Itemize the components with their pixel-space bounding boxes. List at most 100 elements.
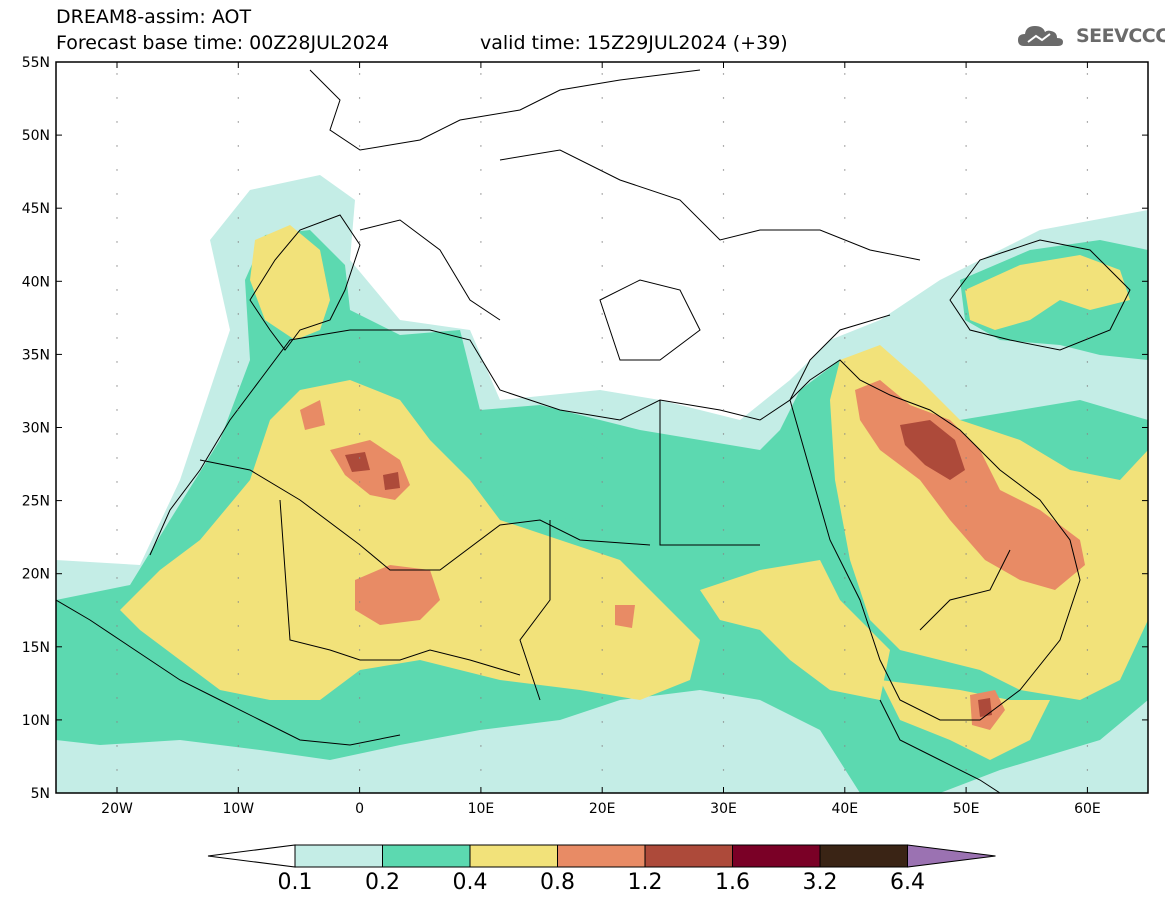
grid-dot <box>480 577 482 579</box>
grid-dot <box>601 385 603 387</box>
grid-dot <box>844 241 846 243</box>
colorbar-swatch <box>382 844 471 868</box>
grid-dot <box>1086 73 1089 75</box>
grid-dot <box>601 145 603 147</box>
grid-dot <box>965 193 967 195</box>
grid-dot <box>722 721 725 723</box>
grid-dot <box>965 601 967 603</box>
grid-dot <box>844 601 846 603</box>
grid-dot <box>601 433 603 435</box>
colorbar-label: 0.8 <box>540 870 575 895</box>
grid-dot <box>480 313 482 315</box>
grid-dot <box>358 145 361 147</box>
grid-dot <box>601 265 603 267</box>
lat-label: 20N <box>22 567 50 583</box>
lat-label: 5N <box>31 786 50 802</box>
grid-dot <box>722 577 725 579</box>
grid-dot <box>237 145 239 147</box>
grid-dot <box>965 697 967 699</box>
grid-dot <box>237 169 239 171</box>
grid-dot <box>1086 553 1089 555</box>
forecast-base-time: Forecast base time: 00Z28JUL2024 <box>56 32 389 54</box>
grid-dot <box>358 193 361 195</box>
grid-dot <box>965 745 967 747</box>
grid-dot <box>116 601 118 603</box>
grid-dot <box>965 241 967 243</box>
grid-dot <box>480 361 482 363</box>
lat-label: 15N <box>22 640 50 656</box>
cloud-icon <box>1018 26 1063 46</box>
grid-dot <box>844 577 846 579</box>
grid-dot <box>116 193 118 195</box>
grid-dot <box>722 745 725 747</box>
grid-dot <box>116 697 118 699</box>
grid-dot <box>1086 121 1089 123</box>
grid-dot <box>116 721 118 723</box>
grid-dot <box>1086 361 1089 363</box>
grid-dot <box>116 745 118 747</box>
grid-dot <box>844 745 846 747</box>
grid-dot <box>237 625 239 627</box>
grid-dot <box>237 577 239 579</box>
aot-level-1-2 <box>345 420 992 717</box>
grid-dot <box>722 361 725 363</box>
grid-dot <box>480 169 482 171</box>
lon-label: 20W <box>101 801 133 817</box>
grid-dot <box>116 241 118 243</box>
grid-dot <box>965 505 967 507</box>
grid-dot <box>722 145 725 147</box>
grid-dot <box>722 433 725 435</box>
grid-dot <box>1086 481 1089 483</box>
grid-dot <box>116 385 118 387</box>
colorbar-label: 6.4 <box>890 870 925 895</box>
grid-dot <box>601 673 603 675</box>
grid-dot <box>1086 769 1089 771</box>
grid-dot <box>237 121 239 123</box>
grid-dot <box>965 721 967 723</box>
colorbar-swatch <box>469 844 558 868</box>
grid-dot <box>237 457 239 459</box>
grid-dot <box>601 121 603 123</box>
grid-dot <box>722 241 725 243</box>
grid-dot <box>237 673 239 675</box>
grid-dot <box>358 385 361 387</box>
grid-dot <box>116 121 118 123</box>
grid-dot <box>116 529 118 531</box>
grid-dot <box>722 265 725 267</box>
grid-dot <box>722 601 725 603</box>
grid-dot <box>237 769 239 771</box>
valid-time: valid time: 15Z29JUL2024 (+39) <box>480 32 788 54</box>
grid-dot <box>358 553 361 555</box>
grid-dot <box>601 361 603 363</box>
grid-dot <box>844 409 846 411</box>
grid-dot <box>480 553 482 555</box>
grid-dot <box>965 361 967 363</box>
grid-dot <box>965 97 967 99</box>
grid-dot <box>1086 193 1089 195</box>
grid-dot <box>722 457 725 459</box>
logo-text: SEEVCCC <box>1076 25 1165 47</box>
grid-dot <box>116 409 118 411</box>
grid-dot <box>965 265 967 267</box>
grid-dot <box>480 121 482 123</box>
grid-dot <box>601 769 603 771</box>
grid-dot <box>844 481 846 483</box>
grid-dot <box>965 769 967 771</box>
lon-label: 10W <box>222 801 254 817</box>
grid-dot <box>601 241 603 243</box>
lat-label: 30N <box>22 421 50 437</box>
grid-dot <box>965 457 967 459</box>
grid-dot <box>601 625 603 627</box>
colorbar <box>207 844 996 868</box>
grid-dot <box>358 73 361 75</box>
grid-dot <box>1086 265 1089 267</box>
grid-dot <box>1086 241 1089 243</box>
grid-dot <box>722 217 725 219</box>
grid-dot <box>1086 217 1089 219</box>
grid-dot <box>237 289 239 291</box>
grid-dot <box>722 649 725 651</box>
grid-dot <box>965 385 967 387</box>
grid-dot <box>480 697 482 699</box>
grid-dot <box>358 289 361 291</box>
colorbar-label: 1.6 <box>715 870 750 895</box>
